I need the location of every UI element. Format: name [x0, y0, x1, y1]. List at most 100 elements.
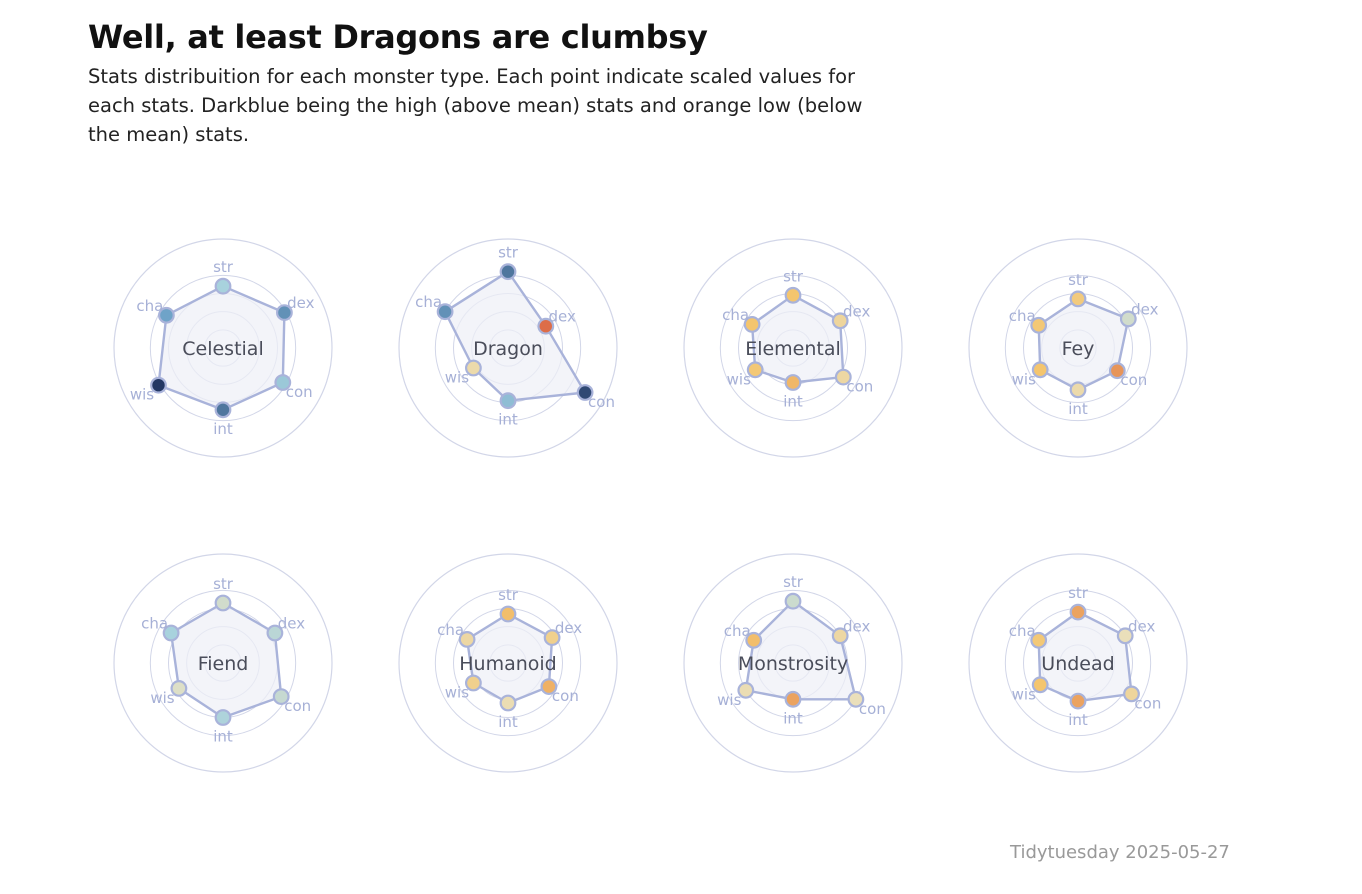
radar-point-humanoid-con — [540, 678, 558, 695]
radar-point-humanoid-dex — [543, 629, 561, 646]
radar-point-undead-dex — [1116, 627, 1134, 645]
radar-point-dragon-dex — [537, 317, 555, 335]
radar-point-celestial-cha — [157, 306, 175, 324]
chart-title: Well, at least Dragons are clumbsy — [88, 18, 708, 56]
axis-label-monstrosity-wis: wis — [717, 691, 741, 709]
radar-point-celestial-str — [214, 277, 232, 295]
axis-label-elemental-cha: cha — [722, 306, 749, 324]
axis-label-celestial-con: con — [286, 383, 313, 401]
axis-label-undead-con: con — [1134, 694, 1161, 712]
radar-point-fey-cha — [1030, 316, 1048, 334]
radar-point-fey-str — [1069, 290, 1087, 308]
radar-ring-outer — [398, 553, 618, 773]
axis-label-fey-wis: wis — [1012, 370, 1036, 388]
axis-label-dragon-int: int — [498, 411, 518, 429]
radar-point-fey-dex — [1119, 310, 1137, 328]
radar-ring-outer — [968, 238, 1188, 458]
radar-point-dragon-int — [499, 392, 517, 410]
axis-label-monstrosity-con: con — [859, 700, 886, 718]
radar-point-humanoid-int — [499, 694, 517, 712]
radar-point-undead-con — [1123, 685, 1140, 703]
radar-ring-outer — [113, 238, 333, 458]
radar-point-fiend-int — [214, 709, 232, 726]
radar-ring-4 — [149, 589, 297, 737]
axis-label-humanoid-int: int — [498, 713, 518, 731]
axis-label-fey-int: int — [1068, 400, 1088, 418]
radar-point-celestial-dex — [276, 304, 293, 322]
radar-ring-4 — [434, 589, 582, 737]
axis-label-humanoid-con: con — [552, 687, 579, 705]
panel-label-fiend: Fiend — [198, 653, 249, 675]
radar-point-fiend-str — [214, 594, 232, 612]
axis-label-monstrosity-str: str — [783, 573, 804, 591]
radar-point-monstrosity-dex — [831, 627, 849, 645]
axis-label-dragon-dex: dex — [549, 308, 576, 326]
axis-label-dragon-cha: cha — [415, 293, 442, 311]
radar-panel-monstrosity: Monstrosity str dex con int wis cha — [683, 553, 903, 773]
axis-label-humanoid-str: str — [498, 586, 519, 604]
radar-point-humanoid-wis — [465, 674, 482, 692]
axis-label-celestial-int: int — [213, 420, 233, 438]
radar-point-elemental-str — [784, 286, 802, 304]
radar-panel-undead: Undead str dex con int wis cha — [968, 553, 1188, 773]
radar-point-elemental-wis — [746, 361, 764, 379]
radar-panel-humanoid: Humanoid str dex con int wis cha — [398, 553, 618, 773]
radar-point-fiend-wis — [170, 680, 188, 697]
axis-label-fiend-int: int — [213, 728, 233, 746]
axis-label-monstrosity-cha: cha — [724, 622, 751, 640]
panel-label-elemental: Elemental — [745, 338, 841, 360]
radar-panel-fey: Fey str dex con int wis cha — [968, 238, 1188, 458]
radar-point-dragon-str — [499, 263, 517, 281]
radar-ring-4 — [149, 274, 297, 422]
radar-point-elemental-dex — [831, 312, 849, 330]
axis-label-monstrosity-int: int — [783, 709, 803, 727]
axis-label-dragon-wis: wis — [445, 369, 469, 387]
axis-label-monstrosity-dex: dex — [843, 617, 870, 635]
radar-polygon — [744, 600, 858, 701]
panel-label-undead: Undead — [1041, 653, 1114, 675]
radar-point-celestial-wis — [150, 376, 167, 394]
radar-ring-4 — [1004, 589, 1152, 737]
radar-ring-outer — [683, 553, 903, 773]
panel-label-humanoid: Humanoid — [459, 653, 557, 675]
radar-point-undead-int — [1069, 692, 1087, 710]
radar-point-fey-wis — [1031, 361, 1049, 379]
radar-point-dragon-wis — [465, 359, 482, 377]
radar-point-fey-int — [1069, 381, 1087, 399]
radar-point-celestial-con — [274, 374, 292, 391]
axis-label-humanoid-wis: wis — [445, 684, 469, 702]
axis-label-celestial-cha: cha — [136, 297, 163, 315]
radar-point-elemental-con — [834, 368, 852, 386]
radar-point-monstrosity-con — [847, 690, 865, 708]
radar-point-monstrosity-str — [784, 592, 802, 610]
chart-caption: Tidytuesday 2025-05-27 — [1010, 842, 1230, 863]
radar-ring-4 — [719, 589, 867, 737]
radar-point-fiend-cha — [162, 624, 180, 642]
axis-label-fey-dex: dex — [1131, 300, 1158, 318]
axis-label-fiend-wis: wis — [150, 689, 174, 707]
axis-label-elemental-con: con — [846, 378, 873, 396]
radar-point-humanoid-cha — [458, 631, 476, 648]
axis-label-humanoid-cha: cha — [437, 621, 464, 639]
radar-ring-outer — [398, 238, 618, 458]
axis-label-fiend-cha: cha — [141, 615, 168, 633]
radar-point-undead-cha — [1030, 631, 1048, 649]
axis-label-fiend-str: str — [213, 575, 234, 593]
radar-point-dragon-cha — [436, 303, 454, 321]
axis-label-undead-wis: wis — [1012, 685, 1036, 703]
radar-point-fiend-dex — [266, 624, 284, 642]
panel-label-dragon: Dragon — [473, 338, 543, 360]
axis-label-fiend-con: con — [284, 697, 311, 715]
radar-point-monstrosity-int — [784, 690, 802, 708]
axis-label-undead-dex: dex — [1128, 617, 1155, 635]
radar-point-elemental-cha — [743, 316, 761, 333]
axis-label-dragon-str: str — [498, 244, 519, 262]
radar-point-celestial-int — [214, 401, 232, 419]
radar-point-fiend-con — [272, 688, 290, 705]
axis-label-undead-cha: cha — [1009, 622, 1036, 640]
chart-subtitle: Stats distribuition for each monster typ… — [88, 65, 863, 146]
axis-label-celestial-str: str — [213, 258, 234, 276]
radar-panel-fiend: Fiend str dex con int wis cha — [113, 553, 333, 773]
axis-label-dragon-con: con — [588, 393, 615, 411]
radar-panel-elemental: Elemental str dex con int wis cha — [683, 238, 903, 458]
